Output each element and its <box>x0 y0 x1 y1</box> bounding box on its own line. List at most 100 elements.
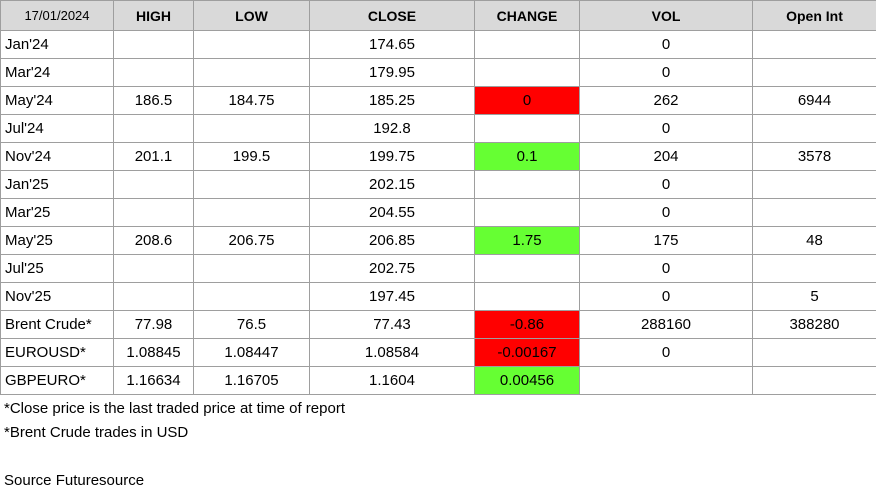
cell-contract: Mar'24 <box>1 59 114 87</box>
cell-contract: Jan'24 <box>1 31 114 59</box>
cell-contract: Jan'25 <box>1 171 114 199</box>
cell-open-int <box>753 115 876 143</box>
cell-vol: 262 <box>580 87 753 115</box>
cell-contract: Jul'24 <box>1 115 114 143</box>
column-header-low: LOW <box>194 1 310 31</box>
table-row: Mar'24 179.95 0 <box>1 59 876 87</box>
cell-open-int <box>753 199 876 227</box>
cell-change: 1.75 <box>475 227 580 255</box>
cell-close: 174.65 <box>310 31 475 59</box>
cell-low <box>194 199 310 227</box>
cell-contract: Nov'25 <box>1 283 114 311</box>
footnote-brent-currency: *Brent Crude trades in USD <box>4 421 345 445</box>
cell-high <box>114 31 194 59</box>
footnote-close-price: *Close price is the last traded price at… <box>4 397 345 421</box>
cell-low: 184.75 <box>194 87 310 115</box>
cell-vol: 0 <box>580 199 753 227</box>
footnote-source: Source Futuresource <box>4 469 345 493</box>
cell-low <box>194 255 310 283</box>
cell-open-int: 48 <box>753 227 876 255</box>
cell-open-int <box>753 339 876 367</box>
cell-low <box>194 283 310 311</box>
cell-contract: Jul'25 <box>1 255 114 283</box>
cell-open-int <box>753 367 876 395</box>
table-row: Mar'25 204.55 0 <box>1 199 876 227</box>
cell-low: 1.16705 <box>194 367 310 395</box>
footnote-spacer <box>4 445 345 469</box>
cell-vol: 175 <box>580 227 753 255</box>
cell-vol: 288160 <box>580 311 753 339</box>
table-row: Jan'25 202.15 0 <box>1 171 876 199</box>
cell-low <box>194 31 310 59</box>
cell-high: 186.5 <box>114 87 194 115</box>
header-row: 17/01/2024 HIGH LOW CLOSE CHANGE VOL Ope… <box>1 1 876 31</box>
cell-vol: 0 <box>580 255 753 283</box>
cell-contract: Brent Crude* <box>1 311 114 339</box>
cell-change <box>475 283 580 311</box>
column-header-high: HIGH <box>114 1 194 31</box>
cell-low <box>194 115 310 143</box>
cell-change: 0 <box>475 87 580 115</box>
cell-close: 77.43 <box>310 311 475 339</box>
cell-vol: 0 <box>580 31 753 59</box>
cell-vol: 0 <box>580 171 753 199</box>
cell-change <box>475 115 580 143</box>
cell-high: 201.1 <box>114 143 194 171</box>
report-date: 17/01/2024 <box>1 1 114 31</box>
cell-low: 199.5 <box>194 143 310 171</box>
column-header-change: CHANGE <box>475 1 580 31</box>
table-row: Jul'25 202.75 0 <box>1 255 876 283</box>
cell-open-int: 6944 <box>753 87 876 115</box>
cell-high <box>114 283 194 311</box>
cell-close: 204.55 <box>310 199 475 227</box>
cell-close: 1.08584 <box>310 339 475 367</box>
cell-open-int <box>753 255 876 283</box>
cell-low: 76.5 <box>194 311 310 339</box>
cell-open-int <box>753 59 876 87</box>
cell-change <box>475 31 580 59</box>
cell-low <box>194 171 310 199</box>
cell-close: 202.15 <box>310 171 475 199</box>
cell-change: -0.00167 <box>475 339 580 367</box>
cell-change <box>475 171 580 199</box>
cell-vol: 0 <box>580 59 753 87</box>
cell-open-int: 388280 <box>753 311 876 339</box>
cell-vol <box>580 367 753 395</box>
cell-close: 202.75 <box>310 255 475 283</box>
cell-high <box>114 255 194 283</box>
cell-change <box>475 255 580 283</box>
cell-close: 179.95 <box>310 59 475 87</box>
cell-close: 206.85 <box>310 227 475 255</box>
cell-low: 1.08447 <box>194 339 310 367</box>
cell-contract: GBPEURO* <box>1 367 114 395</box>
cell-high <box>114 115 194 143</box>
cell-vol: 0 <box>580 283 753 311</box>
cell-close: 192.8 <box>310 115 475 143</box>
cell-high <box>114 59 194 87</box>
cell-high: 77.98 <box>114 311 194 339</box>
cell-close: 197.45 <box>310 283 475 311</box>
cell-close: 199.75 <box>310 143 475 171</box>
column-header-close: CLOSE <box>310 1 475 31</box>
cell-contract: Nov'24 <box>1 143 114 171</box>
column-header-vol: VOL <box>580 1 753 31</box>
cell-contract: Mar'25 <box>1 199 114 227</box>
cell-close: 1.1604 <box>310 367 475 395</box>
cell-high <box>114 171 194 199</box>
futures-price-table: 17/01/2024 HIGH LOW CLOSE CHANGE VOL Ope… <box>0 0 876 395</box>
cell-low <box>194 59 310 87</box>
cell-open-int <box>753 31 876 59</box>
cell-change: 0.00456 <box>475 367 580 395</box>
cell-vol: 0 <box>580 339 753 367</box>
cell-high: 1.08845 <box>114 339 194 367</box>
cell-contract: EUROUSD* <box>1 339 114 367</box>
cell-change <box>475 59 580 87</box>
